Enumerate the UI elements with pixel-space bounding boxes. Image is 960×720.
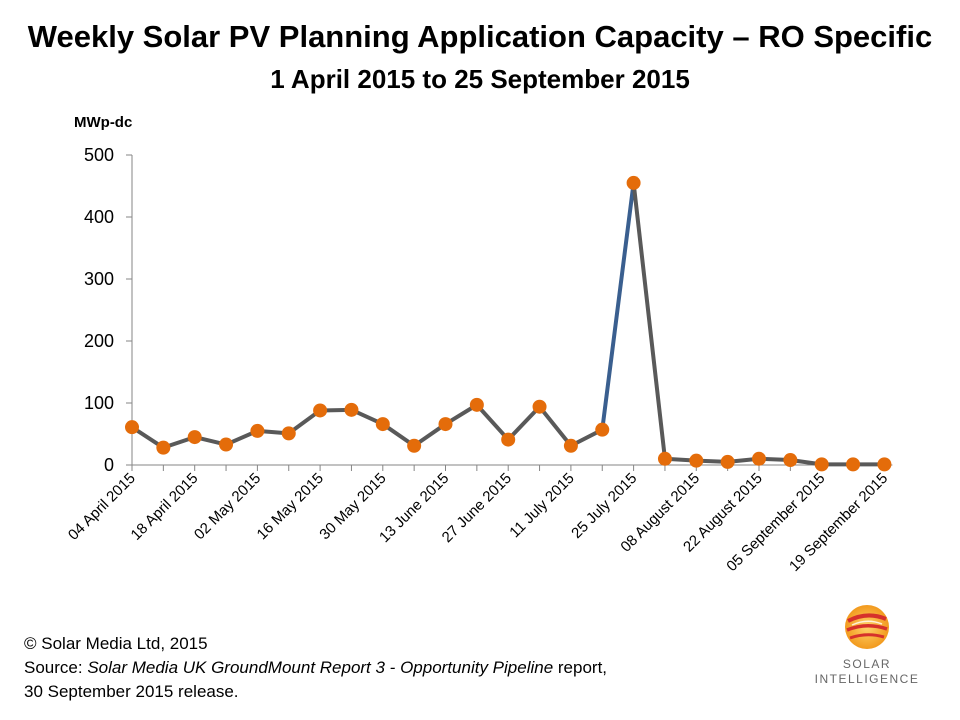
source-prefix: Source: [24, 658, 88, 677]
y-axis-label: MWp-dc [74, 114, 133, 131]
data-point [501, 432, 516, 447]
source-report-name: Solar Media UK GroundMount Report 3 - Op… [87, 658, 554, 677]
line-segment [474, 402, 511, 442]
data-point [877, 457, 892, 472]
x-tick-label: 18 April 2015 [128, 470, 202, 544]
line-segment [506, 404, 542, 442]
highlight-line-segment [600, 180, 636, 432]
sun-logo-icon [845, 605, 889, 649]
data-point [344, 402, 359, 417]
data-point [156, 440, 171, 455]
data-point [626, 175, 641, 190]
copyright-text: © Solar Media Ltd, 2015 [24, 634, 208, 653]
x-tick-label: 11 July 2015 [506, 470, 577, 541]
data-point [313, 403, 328, 418]
data-point [657, 451, 672, 466]
logo-line-2: INTELLIGENCE [814, 672, 920, 686]
data-point [720, 454, 735, 469]
y-tick-label: 0 [104, 455, 114, 475]
logo-line-1: SOLAR [842, 657, 892, 671]
data-point [783, 453, 798, 468]
data-point [407, 438, 422, 453]
solar-intelligence-logo: SOLAR INTELLIGENCE [812, 602, 922, 687]
data-point [187, 430, 202, 445]
data-point [752, 451, 766, 466]
y-tick-label: 400 [84, 207, 114, 227]
series-markers [125, 175, 892, 472]
data-point [532, 399, 547, 414]
axes [126, 154, 893, 471]
data-point [375, 417, 390, 432]
data-point [563, 438, 578, 453]
data-point [438, 417, 453, 432]
data-point [281, 426, 296, 441]
data-point [125, 420, 139, 435]
line-segment [537, 404, 573, 448]
y-tick-label: 300 [84, 269, 114, 289]
line-segment [631, 180, 667, 461]
footer: © Solar Media Ltd, 2015 Source: Solar Me… [24, 632, 607, 704]
data-point [689, 453, 704, 468]
data-point [250, 423, 265, 438]
data-point [846, 457, 861, 472]
data-point [595, 422, 610, 437]
y-tick-label: 500 [84, 145, 114, 165]
y-tick-label: 100 [84, 393, 114, 413]
data-point [469, 397, 484, 412]
source-text: Source: Solar Media UK GroundMount Repor… [24, 656, 607, 680]
data-point [814, 457, 829, 472]
source-suffix: report, [553, 658, 608, 677]
data-point [219, 437, 234, 452]
chart-title: Weekly Solar PV Planning Application Cap… [27, 19, 933, 54]
series-line [130, 180, 887, 467]
release-text: 30 September 2015 release. [24, 682, 239, 701]
y-tick-label: 200 [84, 331, 114, 351]
chart-subtitle: 1 April 2015 to 25 September 2015 [270, 64, 690, 94]
y-tick-labels: 0 100 200 300 400 500 [84, 145, 114, 475]
